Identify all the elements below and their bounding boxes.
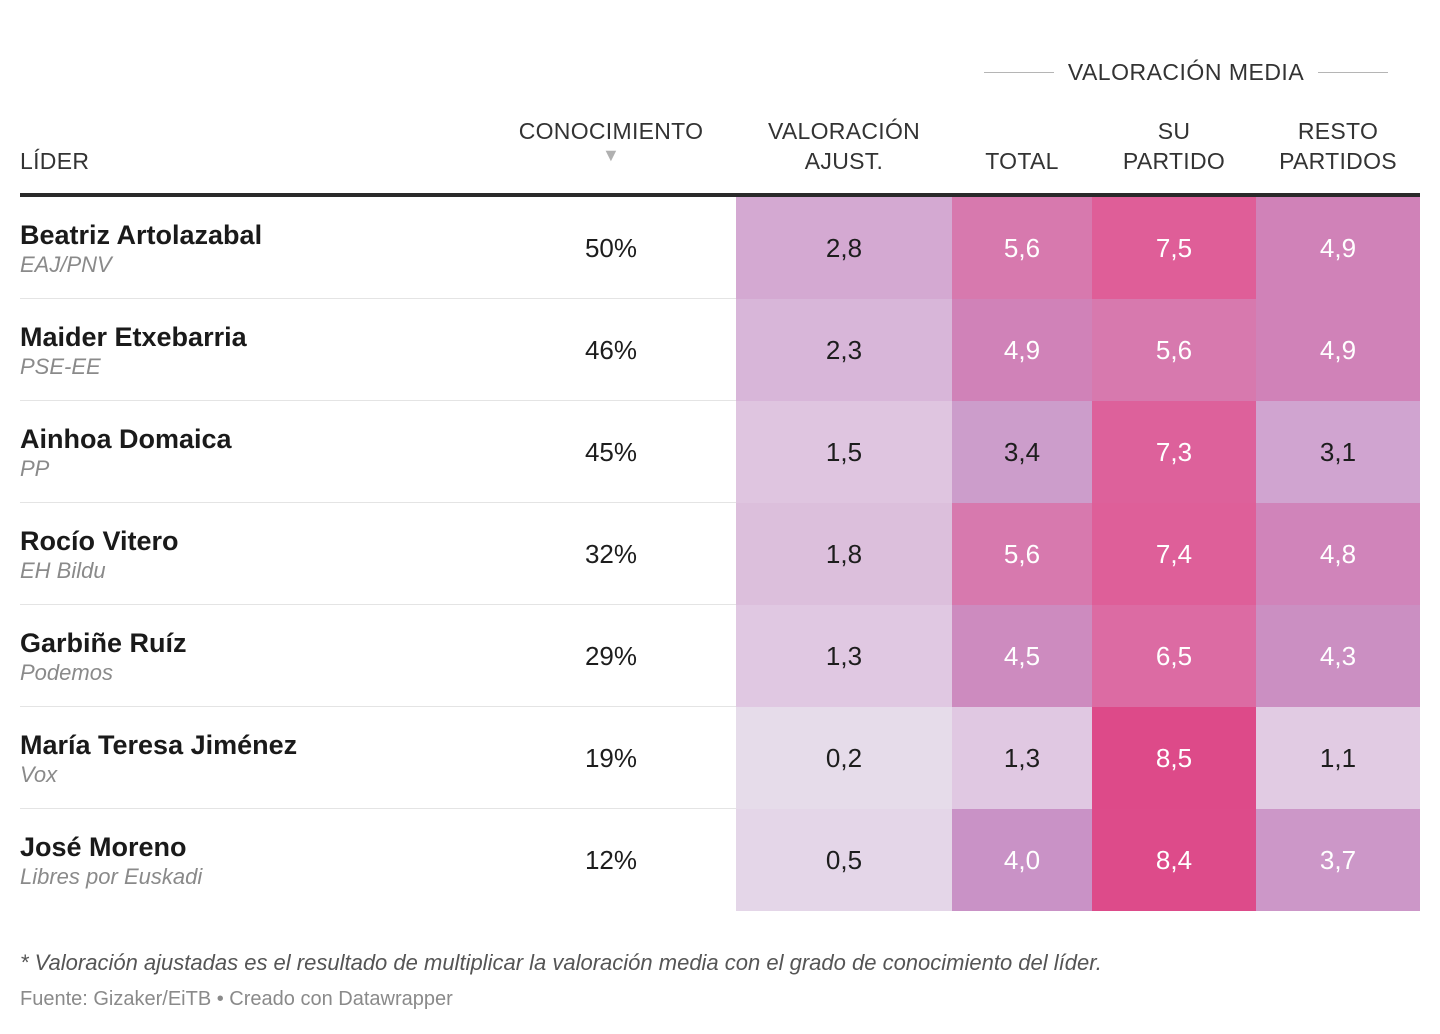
cell-conocimiento: 29% — [584, 640, 638, 671]
leader-cell: Beatriz Artolazabal EAJ/PNV — [20, 219, 262, 279]
leader-name: Beatriz Artolazabal — [20, 220, 263, 250]
cell-total: 5,6 — [952, 503, 1092, 605]
cell-valoracion-ajust: 2,3 — [736, 299, 952, 401]
col-header-su-partido[interactable]: SU PARTIDO — [1092, 116, 1256, 176]
col-header-lider[interactable]: LÍDER — [20, 146, 320, 176]
leader-party: Vox — [20, 762, 58, 787]
cell-total: 4,9 — [952, 299, 1092, 401]
cell-valoracion-ajust: 2,8 — [736, 197, 952, 299]
cell-conocimiento: 19% — [584, 742, 638, 773]
leader-party: EAJ/PNV — [20, 252, 112, 277]
cell-valoracion-ajust: 0,2 — [736, 707, 952, 809]
footnote: * Valoración ajustadas es el resultado d… — [20, 950, 1102, 975]
cell-total: 1,3 — [952, 707, 1092, 809]
leader-party: PSE-EE — [20, 354, 101, 379]
leader-name: María Teresa Jiménez — [20, 730, 298, 760]
group-header-rule-left — [984, 71, 1054, 73]
cell-conocimiento: 46% — [584, 334, 638, 365]
cell-su-partido: 7,3 — [1092, 401, 1256, 503]
leader-cell: Ainhoa Domaica PP — [20, 423, 232, 483]
leader-name: Ainhoa Domaica — [20, 424, 232, 454]
cell-conocimiento: 32% — [584, 538, 638, 569]
group-header-rule-right — [1318, 71, 1388, 73]
cell-resto-partidos: 4,3 — [1256, 605, 1420, 707]
table-body: Beatriz Artolazabal EAJ/PNV 50% 2,8 5,6 7,5 4,… — [20, 197, 1420, 911]
table-row: Ainhoa Domaica PP 45% 1,5 3,4 7,3 3,1 — [20, 401, 1420, 503]
leader-name: Rocío Vitero — [20, 526, 179, 556]
cell-resto-partidos: 3,1 — [1256, 401, 1420, 503]
cell-conocimiento: 45% — [584, 436, 638, 467]
col-header-total[interactable]: TOTAL — [952, 146, 1092, 176]
leader-cell: María Teresa Jiménez Vox — [20, 729, 297, 789]
col-header-valoracion-ajust[interactable]: VALORACIÓN AJUST. — [736, 116, 952, 176]
col-header-su-partido-line1: SU — [1157, 118, 1191, 144]
cell-resto-partidos: 4,8 — [1256, 503, 1420, 605]
cell-valoracion-ajust: 0,5 — [736, 809, 952, 911]
leader-party: EH Bildu — [20, 558, 106, 583]
cell-total: 5,6 — [952, 197, 1092, 299]
col-header-valoracion-ajust-line1: VALORACIÓN — [767, 118, 921, 144]
col-header-resto-line1: RESTO — [1297, 118, 1379, 144]
leader-name: Garbiñe Ruíz — [20, 628, 187, 658]
cell-conocimiento: 12% — [584, 844, 638, 875]
col-header-valoracion-ajust-line2: AJUST. — [804, 148, 884, 174]
leader-party: Podemos — [20, 660, 113, 685]
sort-descending-icon: ▼ — [601, 145, 621, 165]
col-header-lider-label: LÍDER — [20, 148, 90, 174]
cell-resto-partidos: 4,9 — [1256, 197, 1420, 299]
leader-cell: Garbiñe Ruíz Podemos — [20, 627, 187, 687]
leader-name: Maider Etxebarria — [20, 322, 247, 352]
cell-su-partido: 8,5 — [1092, 707, 1256, 809]
cell-su-partido: 6,5 — [1092, 605, 1256, 707]
cell-resto-partidos: 3,7 — [1256, 809, 1420, 911]
leader-party: Libres por Euskadi — [20, 864, 203, 889]
cell-total: 4,5 — [952, 605, 1092, 707]
cell-su-partido: 7,5 — [1092, 197, 1256, 299]
table-row: Beatriz Artolazabal EAJ/PNV 50% 2,8 5,6 7,5 4,… — [20, 197, 1420, 299]
group-header-label: VALORACIÓN MEDIA — [1067, 58, 1305, 85]
cell-conocimiento: 50% — [584, 232, 638, 263]
cell-su-partido: 7,4 — [1092, 503, 1256, 605]
table-row: Garbiñe Ruíz Podemos 29% 1,3 4,5 6,5 4,3 — [20, 605, 1420, 707]
table-row: María Teresa Jiménez Vox 19% 0,2 1,3 8,5 1,1 — [20, 707, 1420, 809]
cell-valoracion-ajust: 1,8 — [736, 503, 952, 605]
cell-resto-partidos: 1,1 — [1256, 707, 1420, 809]
group-header-valoracion-media: VALORACIÓN MEDIA — [984, 56, 1388, 88]
cell-resto-partidos: 4,9 — [1256, 299, 1420, 401]
col-header-conocimiento-label: CONOCIMIENTO — [518, 118, 704, 144]
cell-su-partido: 5,6 — [1092, 299, 1256, 401]
leader-party: PP — [20, 456, 50, 481]
cell-total: 4,0 — [952, 809, 1092, 911]
col-header-total-label: TOTAL — [985, 148, 1059, 174]
source-credit: Fuente: Gizaker/EiTB • Creado con Datawr… — [20, 988, 453, 1010]
col-header-resto-line2: PARTIDOS — [1279, 148, 1397, 174]
leader-cell: José Moreno Libres por Euskadi — [20, 831, 202, 891]
col-header-resto-partidos[interactable]: RESTO PARTIDOS — [1256, 116, 1420, 176]
leader-cell: Maider Etxebarria PSE-EE — [20, 321, 247, 381]
table-row: José Moreno Libres por Euskadi 12% 0,5 4,0 8,… — [20, 809, 1420, 911]
header-rule — [20, 193, 1420, 197]
cell-total: 3,4 — [952, 401, 1092, 503]
col-header-conocimiento[interactable]: CONOCIMIENTO ▼ — [500, 116, 722, 164]
cell-valoracion-ajust: 1,5 — [736, 401, 952, 503]
leader-name: José Moreno — [20, 832, 187, 862]
leader-cell: Rocío Vitero EH Bildu — [20, 525, 179, 585]
cell-su-partido: 8,4 — [1092, 809, 1256, 911]
cell-valoracion-ajust: 1,3 — [736, 605, 952, 707]
col-header-su-partido-line2: PARTIDO — [1122, 148, 1226, 174]
table-row: Rocío Vitero EH Bildu 32% 1,8 5,6 7,4 4,8 — [20, 503, 1420, 605]
table-row: Maider Etxebarria PSE-EE 46% 2,3 4,9 5,6 4,9 — [20, 299, 1420, 401]
